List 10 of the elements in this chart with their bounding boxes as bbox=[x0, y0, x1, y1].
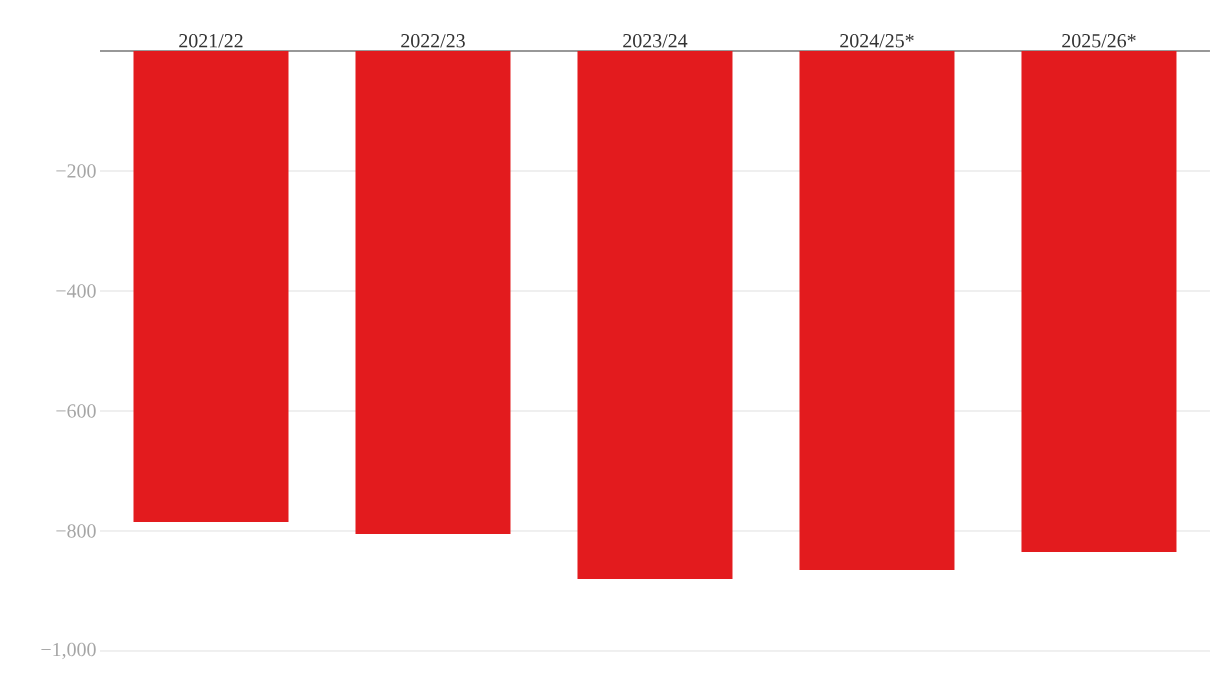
y-tick-label: −1,000 bbox=[41, 642, 96, 660]
y-tick-label: −200 bbox=[56, 164, 96, 178]
x-tick-label: 2021/22 bbox=[179, 34, 243, 48]
x-tick-label: 2025/26* bbox=[1062, 34, 1136, 48]
x-tick-label: 2022/23 bbox=[401, 34, 465, 48]
x-tick-label: 2024/25* bbox=[840, 34, 914, 48]
y-tick-label: −600 bbox=[56, 404, 96, 418]
y-tick-label: −800 bbox=[56, 524, 96, 538]
x-tick-label: 2023/24 bbox=[623, 34, 688, 48]
y-tick-label: −400 bbox=[56, 284, 96, 298]
